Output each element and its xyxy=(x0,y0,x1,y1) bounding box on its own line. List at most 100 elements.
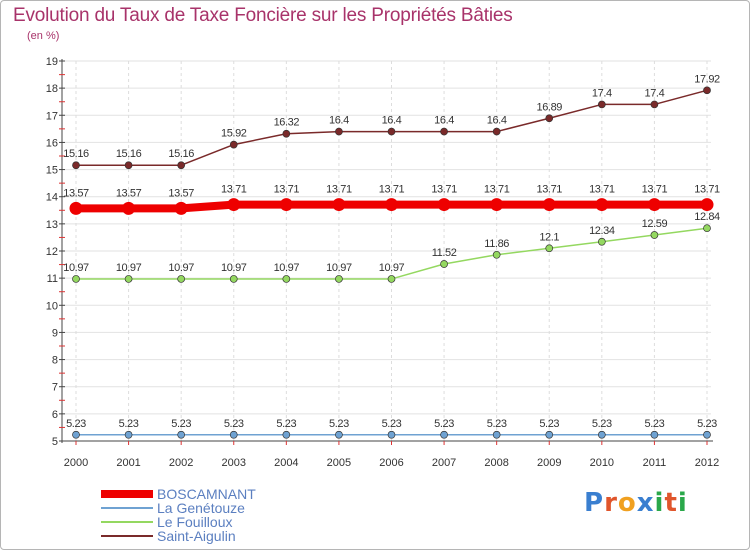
data-label-le-fouilloux-2010: 12.34 xyxy=(589,225,615,237)
data-label-boscamnant-2006: 13.71 xyxy=(379,184,405,196)
data-point-le-fouilloux-2003 xyxy=(229,275,238,283)
y-tick-label-7: 7 xyxy=(52,382,58,394)
y-tick-label-15: 15 xyxy=(46,165,58,177)
data-label-la-genetouze-2007: 5.23 xyxy=(434,418,454,430)
data-point-la-genetouze-2006 xyxy=(387,430,396,439)
data-label-saint-aigulin-2008: 16.4 xyxy=(487,115,507,127)
y-tick-label-6: 6 xyxy=(52,409,58,421)
y-tick-label-8: 8 xyxy=(52,355,58,367)
data-label-saint-aigulin-2010: 17.4 xyxy=(592,87,612,99)
x-tick-label-2003: 2003 xyxy=(222,457,246,469)
data-label-le-fouilloux-2003: 10.97 xyxy=(221,262,247,274)
data-point-la-genetouze-2008 xyxy=(492,430,501,439)
x-tick-label-2004: 2004 xyxy=(274,457,298,469)
data-point-boscamnant-2002 xyxy=(174,201,188,215)
data-label-boscamnant-2001: 13.57 xyxy=(116,187,142,199)
data-label-saint-aigulin-2000: 15.16 xyxy=(63,148,89,160)
data-point-la-genetouze-2004 xyxy=(282,430,291,439)
data-point-le-fouilloux-2004 xyxy=(282,275,291,283)
data-point-saint-aigulin-2009 xyxy=(545,114,554,123)
y-tick-label-12: 12 xyxy=(46,246,58,258)
data-label-boscamnant-2000: 13.57 xyxy=(63,187,89,199)
legend-swatch-saint-aigulin xyxy=(101,535,153,537)
data-point-saint-aigulin-2006 xyxy=(387,127,396,136)
data-label-saint-aigulin-2004: 16.32 xyxy=(274,117,300,129)
data-point-la-genetouze-2003 xyxy=(229,430,238,439)
data-point-la-genetouze-2009 xyxy=(545,430,554,439)
data-label-saint-aigulin-2006: 16.4 xyxy=(382,115,402,127)
data-point-saint-aigulin-2002 xyxy=(177,161,186,170)
data-label-boscamnant-2002: 13.57 xyxy=(168,187,194,199)
data-label-la-genetouze-2004: 5.23 xyxy=(276,418,296,430)
data-point-saint-aigulin-2003 xyxy=(229,140,238,149)
data-point-la-genetouze-2005 xyxy=(335,430,343,439)
data-label-le-fouilloux-2012: 12.84 xyxy=(694,211,720,223)
x-tick-label-2009: 2009 xyxy=(537,457,561,469)
logo-letter: o xyxy=(617,488,637,518)
data-label-la-genetouze-2011: 5.23 xyxy=(645,418,665,430)
data-label-boscamnant-2009: 13.71 xyxy=(536,184,562,196)
data-point-le-fouilloux-2007 xyxy=(440,260,448,268)
logo-letter: i xyxy=(654,488,665,518)
data-label-le-fouilloux-2007: 11.52 xyxy=(432,247,457,259)
data-point-la-genetouze-2002 xyxy=(177,430,186,439)
data-point-boscamnant-2010 xyxy=(595,198,609,212)
y-tick-label-9: 9 xyxy=(52,327,58,339)
data-label-saint-aigulin-2012: 17.92 xyxy=(694,73,720,85)
data-label-la-genetouze-2009: 5.23 xyxy=(539,418,559,430)
data-point-boscamnant-2009 xyxy=(542,198,556,212)
data-label-boscamnant-2003: 13.71 xyxy=(221,184,247,196)
legend-item-le-fouilloux: Le Fouilloux xyxy=(101,514,321,530)
x-tick-label-2007: 2007 xyxy=(432,457,456,469)
data-point-le-fouilloux-2005 xyxy=(335,275,343,283)
data-point-le-fouilloux-2012 xyxy=(703,224,711,233)
data-label-le-fouilloux-2001: 10.97 xyxy=(116,262,142,274)
data-point-la-genetouze-2001 xyxy=(124,430,133,439)
data-point-saint-aigulin-2011 xyxy=(650,100,659,109)
legend-swatch-le-fouilloux xyxy=(101,521,153,523)
proxiti-logo: Proxiti xyxy=(584,488,688,518)
data-label-saint-aigulin-2003: 15.92 xyxy=(221,128,247,140)
y-tick-label-13: 13 xyxy=(46,219,58,231)
data-label-saint-aigulin-2001: 15.16 xyxy=(116,148,142,160)
logo-letter: i xyxy=(677,488,688,518)
legend-label-le-fouilloux: Le Fouilloux xyxy=(157,514,233,530)
data-label-boscamnant-2010: 13.71 xyxy=(589,184,615,196)
data-point-boscamnant-2000 xyxy=(69,201,83,215)
legend-label-la-genetouze: La Genétouze xyxy=(157,500,245,516)
logo-letter: x xyxy=(636,488,655,518)
data-label-boscamnant-2004: 13.71 xyxy=(274,184,300,196)
data-label-le-fouilloux-2011: 12.59 xyxy=(642,218,668,230)
data-point-boscamnant-2006 xyxy=(385,198,398,212)
y-tick-label-17: 17 xyxy=(46,110,58,122)
data-point-saint-aigulin-2007 xyxy=(440,127,448,136)
data-label-saint-aigulin-2009: 16.89 xyxy=(536,101,562,113)
data-point-le-fouilloux-2011 xyxy=(650,231,659,239)
data-label-boscamnant-2007: 13.71 xyxy=(431,184,457,196)
legend-swatch-boscamnant xyxy=(101,490,153,498)
x-tick-label-2001: 2001 xyxy=(116,457,140,469)
data-point-boscamnant-2012 xyxy=(700,198,714,212)
data-label-boscamnant-2005: 13.71 xyxy=(326,184,352,196)
data-point-saint-aigulin-2010 xyxy=(597,100,606,109)
x-tick-label-2011: 2011 xyxy=(643,457,667,469)
data-point-le-fouilloux-2008 xyxy=(492,250,501,259)
data-label-la-genetouze-2000: 5.23 xyxy=(66,418,86,430)
data-label-la-genetouze-2012: 5.23 xyxy=(697,418,717,430)
y-tick-label-16: 16 xyxy=(46,137,58,149)
x-tick-label-2006: 2006 xyxy=(379,457,403,469)
data-point-saint-aigulin-2004 xyxy=(282,129,291,138)
data-label-la-genetouze-2003: 5.23 xyxy=(224,418,244,430)
data-label-le-fouilloux-2000: 10.97 xyxy=(63,262,89,274)
data-label-boscamnant-2011: 13.71 xyxy=(642,184,668,196)
data-point-le-fouilloux-2002 xyxy=(177,275,186,283)
data-label-la-genetouze-2010: 5.23 xyxy=(592,418,612,430)
data-point-le-fouilloux-2001 xyxy=(124,275,133,283)
x-tick-label-2005: 2005 xyxy=(327,457,351,469)
data-point-la-genetouze-2000 xyxy=(72,430,80,439)
x-tick-label-2012: 2012 xyxy=(695,457,719,469)
y-tick-label-10: 10 xyxy=(46,300,58,312)
data-point-boscamnant-2005 xyxy=(332,198,346,212)
